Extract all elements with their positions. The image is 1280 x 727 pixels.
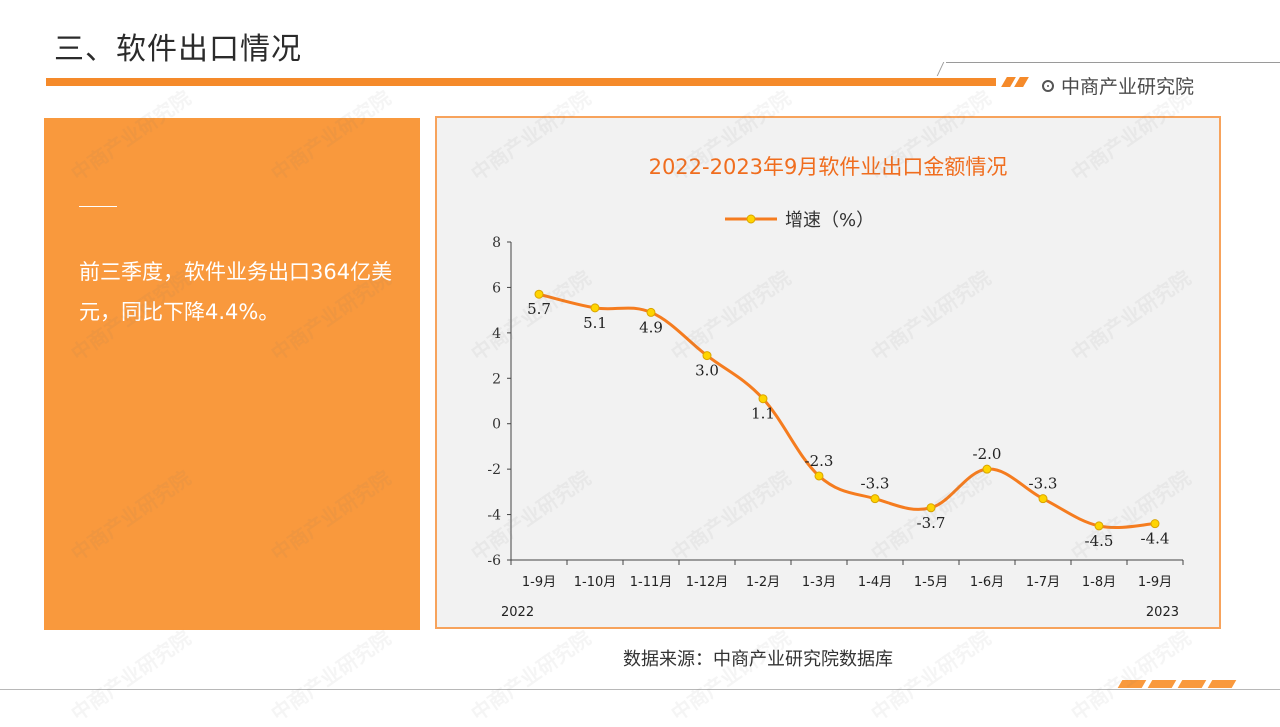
panel-summary-text: 前三季度，软件业务出口364亿美元，同比下降4.4%。 [79, 260, 393, 324]
header-thin-rule-diagonal [936, 62, 945, 76]
data-point [646, 307, 656, 317]
data-label: -3.3 [861, 475, 890, 493]
watermark: 中商产业研究院 [466, 625, 596, 726]
data-point [1150, 519, 1160, 529]
data-label: -4.5 [1085, 532, 1114, 550]
footer-bar [1117, 680, 1147, 688]
x-tick-label: 1-11月 [630, 575, 673, 590]
header-thin-rule [946, 62, 1280, 63]
data-label: 1.1 [751, 405, 775, 423]
panel-dash [79, 206, 117, 207]
y-tick-label: 6 [492, 280, 501, 296]
x-tick-label: 1-9月 [522, 575, 556, 590]
header-slash-mark [1014, 77, 1029, 87]
legend-marker [746, 214, 756, 224]
data-label: 4.9 [639, 318, 663, 336]
chart-frame: 2022-2023年9月软件业出口金额情况 增速（%） 8 6 4 2 0 -2 -4 -6 1-9… [435, 116, 1221, 629]
x-tick-label: 1-6月 [970, 575, 1004, 590]
brand-name: 中商产业研究院 [1061, 76, 1195, 98]
y-tick-label: 8 [492, 235, 501, 251]
data-point [1038, 494, 1048, 504]
data-label: -3.7 [917, 514, 946, 532]
x-tick-label: 1-10月 [574, 575, 617, 590]
data-point [814, 471, 824, 481]
data-source-note: 数据来源：中商产业研究院数据库 [623, 649, 893, 670]
page-title: 三、软件出口情况 [54, 32, 302, 67]
watermark: 中商产业研究院 [66, 625, 196, 726]
x-tick-label: 1-2月 [746, 575, 780, 590]
y-tick-label: 2 [492, 371, 501, 387]
y-tick-label: -4 [487, 508, 501, 524]
data-label: 3.0 [695, 362, 719, 380]
data-point [534, 289, 544, 299]
year-label-start: 2022 [501, 605, 534, 620]
y-tick-label: 0 [492, 417, 501, 433]
footer-bar [1177, 680, 1207, 688]
series-line [538, 292, 1156, 530]
title-rule [46, 78, 996, 86]
data-label: -3.3 [1029, 475, 1058, 493]
watermark: 中商产业研究院 [1066, 625, 1196, 726]
footer-bar [1147, 680, 1177, 688]
data-point [870, 494, 880, 504]
watermark: 中商产业研究院 [666, 625, 796, 726]
x-tick-label: 1-7月 [1026, 575, 1060, 590]
brand-logo: 中商产业研究院 [1042, 72, 1194, 99]
y-tick-label: 4 [492, 326, 501, 342]
watermark: 中商产业研究院 [866, 625, 996, 726]
data-label: 5.1 [583, 314, 607, 332]
data-point [926, 503, 936, 513]
data-point [758, 394, 768, 404]
chart-title: 2022-2023年9月软件业出口金额情况 [649, 155, 1008, 179]
data-point [1094, 521, 1104, 531]
watermark: 中商产业研究院 [266, 625, 396, 726]
summary-panel: 前三季度，软件业务出口364亿美元，同比下降4.4%。 [44, 118, 420, 630]
data-point [590, 303, 600, 313]
data-point [702, 351, 712, 361]
data-label: 5.7 [527, 300, 551, 318]
x-tick-label: 1-12月 [686, 575, 729, 590]
data-label: -2.0 [973, 445, 1002, 463]
data-label: -4.4 [1141, 530, 1170, 548]
footer-rule [0, 689, 1280, 690]
footer-bar [1207, 680, 1237, 688]
brand-dot-icon [1042, 79, 1054, 92]
x-tick-label: 1-8月 [1082, 575, 1116, 590]
data-label: -2.3 [805, 452, 834, 470]
y-tick-label: -2 [487, 462, 501, 478]
x-tick-label: 1-3月 [802, 575, 836, 590]
x-tick-label: 1-9月 [1138, 575, 1172, 590]
x-tick-label: 1-5月 [914, 575, 948, 590]
legend-label: 增速（%） [785, 210, 874, 231]
x-tick-label: 1-4月 [858, 575, 892, 590]
y-tick-label: -6 [487, 553, 501, 569]
year-label-end: 2023 [1146, 605, 1179, 620]
data-point [982, 464, 992, 474]
